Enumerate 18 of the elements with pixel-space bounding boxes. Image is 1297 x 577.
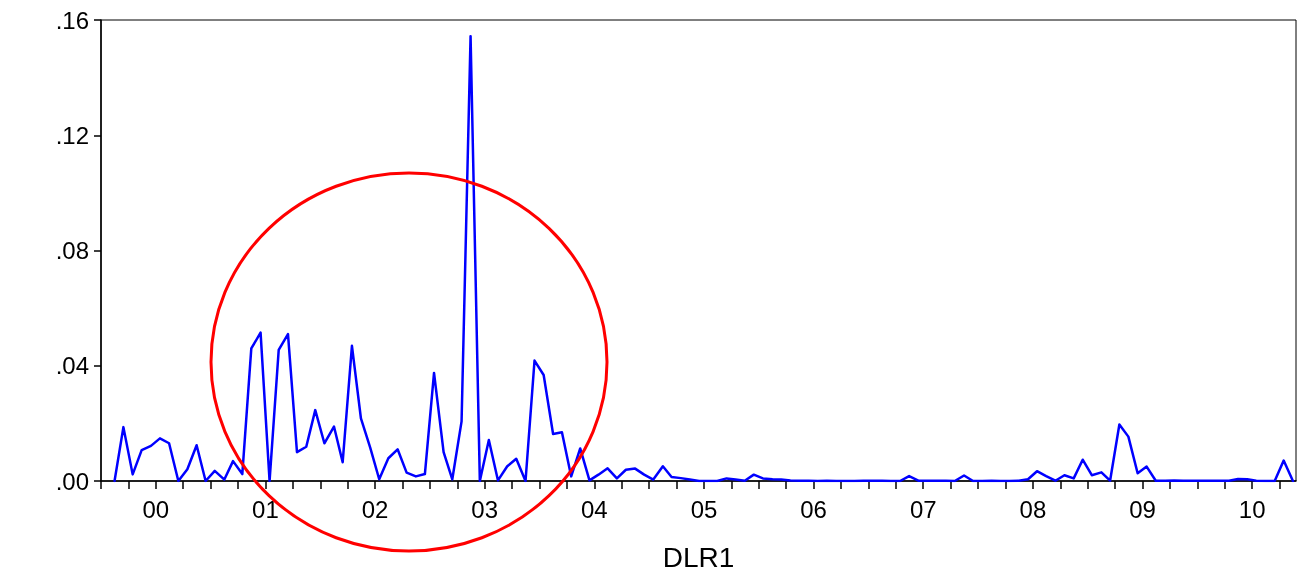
x-tick-label: 09: [1129, 495, 1156, 523]
x-tick-label: 06: [800, 495, 827, 523]
y-tick-label: .12: [55, 121, 89, 149]
y-tick-label: .16: [55, 6, 89, 34]
x-tick-label: 07: [909, 495, 937, 523]
y-tick-label: .04: [55, 352, 89, 380]
x-axis-title: DLR1: [662, 541, 735, 573]
x-tick-label: 02: [361, 495, 389, 523]
x-tick-label: 08: [1019, 495, 1047, 523]
x-tick-label: 05: [690, 495, 718, 523]
x-tick-label: 04: [581, 495, 608, 523]
line-series: [113, 34, 1295, 483]
y-tick-label: .00: [55, 467, 89, 495]
x-tick-label: 03: [471, 495, 499, 523]
y-tick-label: .08: [55, 237, 89, 264]
x-tick-label: 01: [252, 495, 279, 523]
x-tick-label: 00: [142, 495, 170, 523]
x-tick-label: 10: [1238, 495, 1266, 523]
